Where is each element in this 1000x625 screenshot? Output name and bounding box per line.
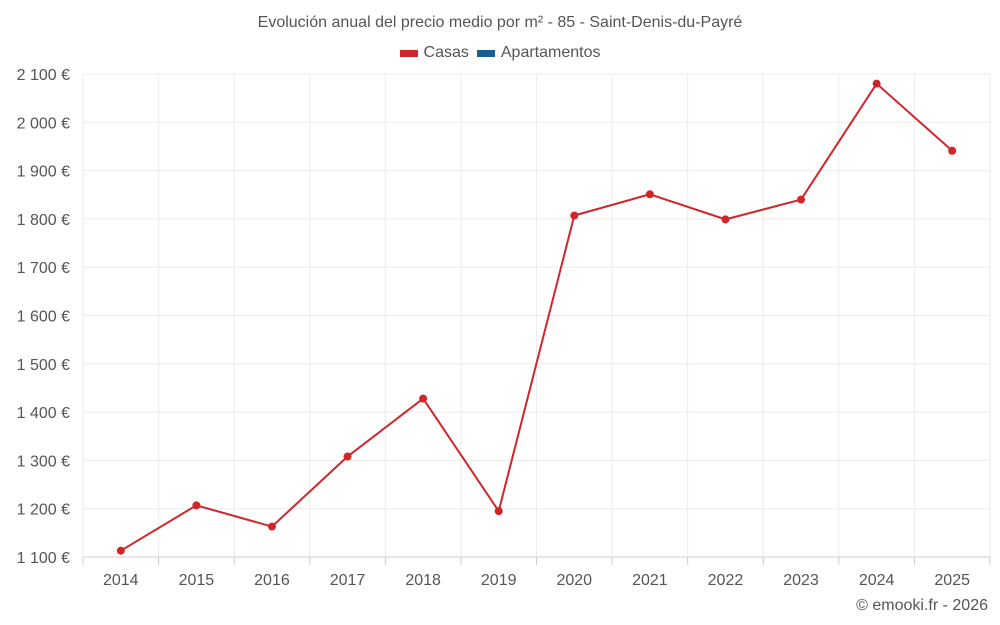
- y-tick-label: 1 400 €: [17, 405, 70, 422]
- y-tick-label: 1 900 €: [17, 164, 70, 181]
- y-tick-label: 2 100 €: [17, 67, 70, 84]
- legend: Casas Apartamentos: [0, 44, 1000, 62]
- credit-text: © emooki.fr - 2026: [856, 597, 988, 614]
- data-point[interactable]: [343, 452, 352, 461]
- x-tick-label: 2025: [934, 572, 970, 589]
- chart-title: Evolución anual del precio medio por m² …: [257, 14, 743, 31]
- y-tick-label: 1 300 €: [17, 453, 70, 470]
- data-point[interactable]: [872, 79, 881, 88]
- x-tick-label: 2019: [481, 572, 517, 589]
- x-tick-label: 2023: [783, 572, 819, 589]
- legend-label-casas: Casas: [423, 44, 469, 61]
- y-tick-label: 1 500 €: [17, 357, 70, 374]
- y-tick-label: 1 200 €: [17, 502, 70, 519]
- y-tick-label: 2 000 €: [17, 115, 70, 132]
- x-tick-label: 2016: [254, 572, 290, 589]
- data-point[interactable]: [419, 394, 428, 403]
- x-tick-label: 2020: [556, 572, 592, 589]
- data-point[interactable]: [645, 190, 654, 199]
- x-tick-label: 2014: [103, 572, 139, 589]
- legend-swatch-apartamentos: [476, 49, 495, 57]
- x-tick-label: 2018: [405, 572, 441, 589]
- data-point[interactable]: [267, 522, 276, 531]
- data-point[interactable]: [494, 507, 503, 516]
- data-point[interactable]: [797, 195, 806, 204]
- data-point[interactable]: [116, 546, 125, 555]
- x-tick-label: 2024: [859, 572, 895, 589]
- data-point[interactable]: [721, 215, 730, 224]
- data-point[interactable]: [570, 211, 579, 220]
- legend-item-casas[interactable]: Casas: [399, 44, 469, 62]
- y-tick-label: 1 600 €: [17, 309, 70, 326]
- x-tick-label: 2021: [632, 572, 668, 589]
- legend-swatch-casas: [399, 49, 418, 57]
- data-point[interactable]: [948, 146, 957, 155]
- legend-item-apartamentos[interactable]: Apartamentos: [476, 44, 601, 62]
- data-point[interactable]: [192, 501, 201, 510]
- x-tick-label: 2022: [708, 572, 744, 589]
- y-tick-label: 1 700 €: [17, 260, 70, 277]
- x-tick-label: 2017: [330, 572, 366, 589]
- y-tick-label: 1 100 €: [17, 550, 70, 567]
- y-tick-label: 1 800 €: [17, 212, 70, 229]
- x-tick-label: 2015: [179, 572, 215, 589]
- series-line-casas: [120, 82, 953, 552]
- legend-label-apartamentos: Apartamentos: [500, 44, 601, 61]
